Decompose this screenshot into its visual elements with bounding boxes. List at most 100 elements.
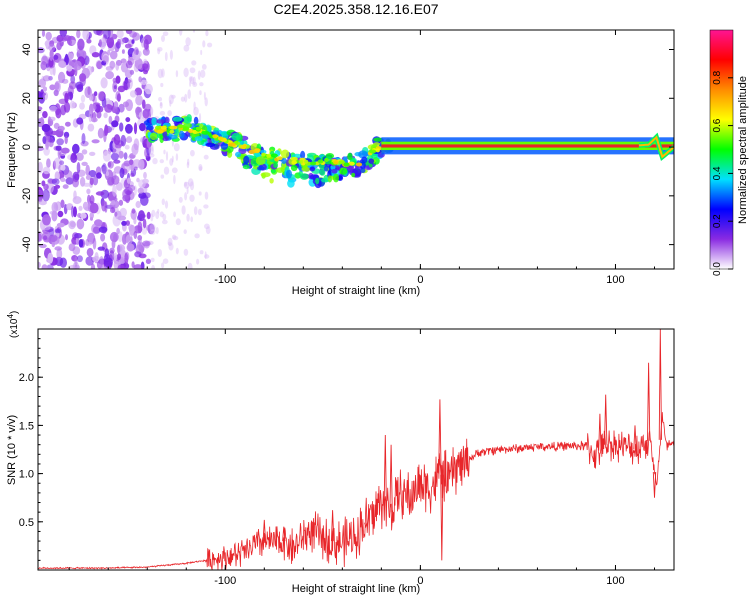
spectrogram-noise-blob xyxy=(68,264,78,269)
spectrogram-signal-blob xyxy=(276,167,285,173)
snr-spike xyxy=(598,413,602,451)
spectrogram-ridge-core xyxy=(338,160,346,165)
spectrogram-noise-blob xyxy=(167,237,173,247)
snr-spike xyxy=(282,526,286,542)
spectrogram-noise-blob xyxy=(62,184,69,189)
spectrogram-noise-blob xyxy=(162,31,169,37)
spectrogram-noise-blob xyxy=(116,182,123,191)
spectrogram-noise-blob xyxy=(48,234,58,242)
spectrogram-noise-blob xyxy=(42,111,48,119)
spectrogram-noise-blob xyxy=(169,158,174,166)
snr-y-label: SNR (10 * v/v) xyxy=(6,415,18,485)
spectrogram-noise-blob xyxy=(92,237,97,250)
spectrogram-noise-blob xyxy=(60,199,65,209)
spectrogram-noise-blob xyxy=(199,250,204,255)
spectrogram-noise-blob xyxy=(142,108,150,119)
snr-x-tick-label: 100 xyxy=(606,575,624,587)
spectrogram-noise-blob xyxy=(123,152,128,160)
spectrogram-noise-blob xyxy=(192,30,196,33)
spectrogram-noise-blob xyxy=(150,144,154,152)
spectrogram-noise-blob xyxy=(87,123,95,132)
spectrogram-noise-blob xyxy=(179,30,183,36)
spectrogram-noise-blob xyxy=(45,264,54,269)
spectrogram-noise-blob xyxy=(187,89,191,99)
spectrogram-noise-blob xyxy=(204,254,210,259)
spectrogram-noise-blob xyxy=(142,218,147,229)
spectrogram-noise-blob xyxy=(78,205,83,211)
spectrogram-noise-blob xyxy=(133,216,137,225)
spectrogram-signal-blob xyxy=(358,150,368,159)
spectrogram-noise-blob xyxy=(73,190,77,200)
spectrogram-signal-blob xyxy=(315,177,320,185)
spectrogram-noise-blob xyxy=(159,101,163,107)
spectrogram-noise-blob xyxy=(132,32,141,41)
colorbar-tick-label: 0.6 xyxy=(712,118,723,132)
spectrogram-noise-blob xyxy=(43,225,51,231)
spectrogram-x-label: Height of straight line (km) xyxy=(292,285,420,297)
spectrogram-noise-blob xyxy=(163,149,166,155)
spectrogram-ridge-core xyxy=(266,153,272,158)
spectrogram-signal-blob xyxy=(193,116,199,125)
spectrogram-noise-blob xyxy=(89,212,95,219)
spectrogram-noise-blob xyxy=(60,164,66,171)
spectrogram-ridge-core xyxy=(291,160,298,165)
spectrogram-noise-blob xyxy=(42,189,50,202)
spectrogram-noise-blob xyxy=(178,196,183,203)
spectrogram-noise-blob xyxy=(186,187,189,195)
spectrogram-noise-blob xyxy=(39,117,45,127)
spectrogram-noise-blob xyxy=(38,232,42,242)
spectrogram-noise-blob xyxy=(157,68,164,79)
spectrogram-noise-blob xyxy=(57,125,65,132)
spectrogram-noise-blob xyxy=(203,91,206,101)
spectrogram-noise-blob xyxy=(204,223,210,230)
spectrogram-signal-blob xyxy=(156,119,165,124)
spectrogram-noise-blob xyxy=(55,145,62,151)
spectrogram-noise-blob xyxy=(125,234,133,245)
spectrogram-signal-blob xyxy=(172,116,183,122)
spectrogram-noise-blob xyxy=(139,123,146,132)
spectrogram-noise-blob xyxy=(116,30,124,39)
spectrogram-noise-blob xyxy=(124,123,133,134)
spectrogram-noise-blob xyxy=(105,71,114,80)
spectrogram-noise-blob xyxy=(82,201,89,210)
spectrogram-noise-blob xyxy=(38,161,43,174)
spectrogram-noise-blob xyxy=(112,184,117,197)
spectrogram-noise-blob xyxy=(62,35,72,41)
spectrogram-noise-blob xyxy=(159,211,164,218)
spectrogram-noise-blob xyxy=(78,239,84,248)
spectrogram-noise-blob xyxy=(149,106,154,116)
spectrogram-noise-blob xyxy=(157,47,163,52)
spectrogram-noise-blob xyxy=(129,90,137,98)
spectrogram-signal-blob xyxy=(150,132,158,141)
spectrogram-noise-blob xyxy=(47,56,56,69)
spectrogram-signal-blob xyxy=(319,169,326,176)
snr-series-line xyxy=(38,412,674,570)
spectrogram-noise-blob xyxy=(112,81,118,93)
spectrogram-signal-blob xyxy=(361,156,368,164)
spectrogram-noise-blob xyxy=(98,39,102,47)
spectrogram-noise-blob xyxy=(80,94,86,103)
spectrogram-noise-blob xyxy=(175,218,181,226)
spectrogram-noise-blob xyxy=(86,247,94,257)
snr-multiplier: (x104) xyxy=(6,311,20,338)
spectrogram-noise-blob xyxy=(183,67,189,78)
snr-panel: -100 0 100 0.5 1.0 1.5 2.0 Height of straight… xyxy=(6,311,675,595)
spectrogram-noise-blob xyxy=(183,229,187,235)
spectrogram-noise-blob xyxy=(38,190,44,199)
spectrogram-noise-blob xyxy=(161,262,165,269)
spectrogram-signal-blob xyxy=(235,151,242,158)
spectrogram-noise-blob xyxy=(157,48,161,55)
spectrogram-noise-blob xyxy=(88,111,93,123)
spectrogram-ridge-core xyxy=(355,162,363,167)
spectrogram-noise-blob xyxy=(192,76,196,86)
snr-spike xyxy=(633,425,637,450)
spectrogram-ridge-core xyxy=(157,129,164,134)
spectrogram-noise-blob xyxy=(134,58,143,70)
spectrogram-noise-blob xyxy=(49,49,54,58)
spectrogram-noise-blob xyxy=(184,93,188,103)
figure-title: C2E4.2025.358.12.16.E07 xyxy=(273,1,438,17)
spectrogram-x-tick-label: -100 xyxy=(214,274,236,286)
spectrogram-noise-blob xyxy=(65,121,71,127)
colorbar-scale xyxy=(709,29,734,270)
spectrogram-noise-blob xyxy=(173,174,176,185)
